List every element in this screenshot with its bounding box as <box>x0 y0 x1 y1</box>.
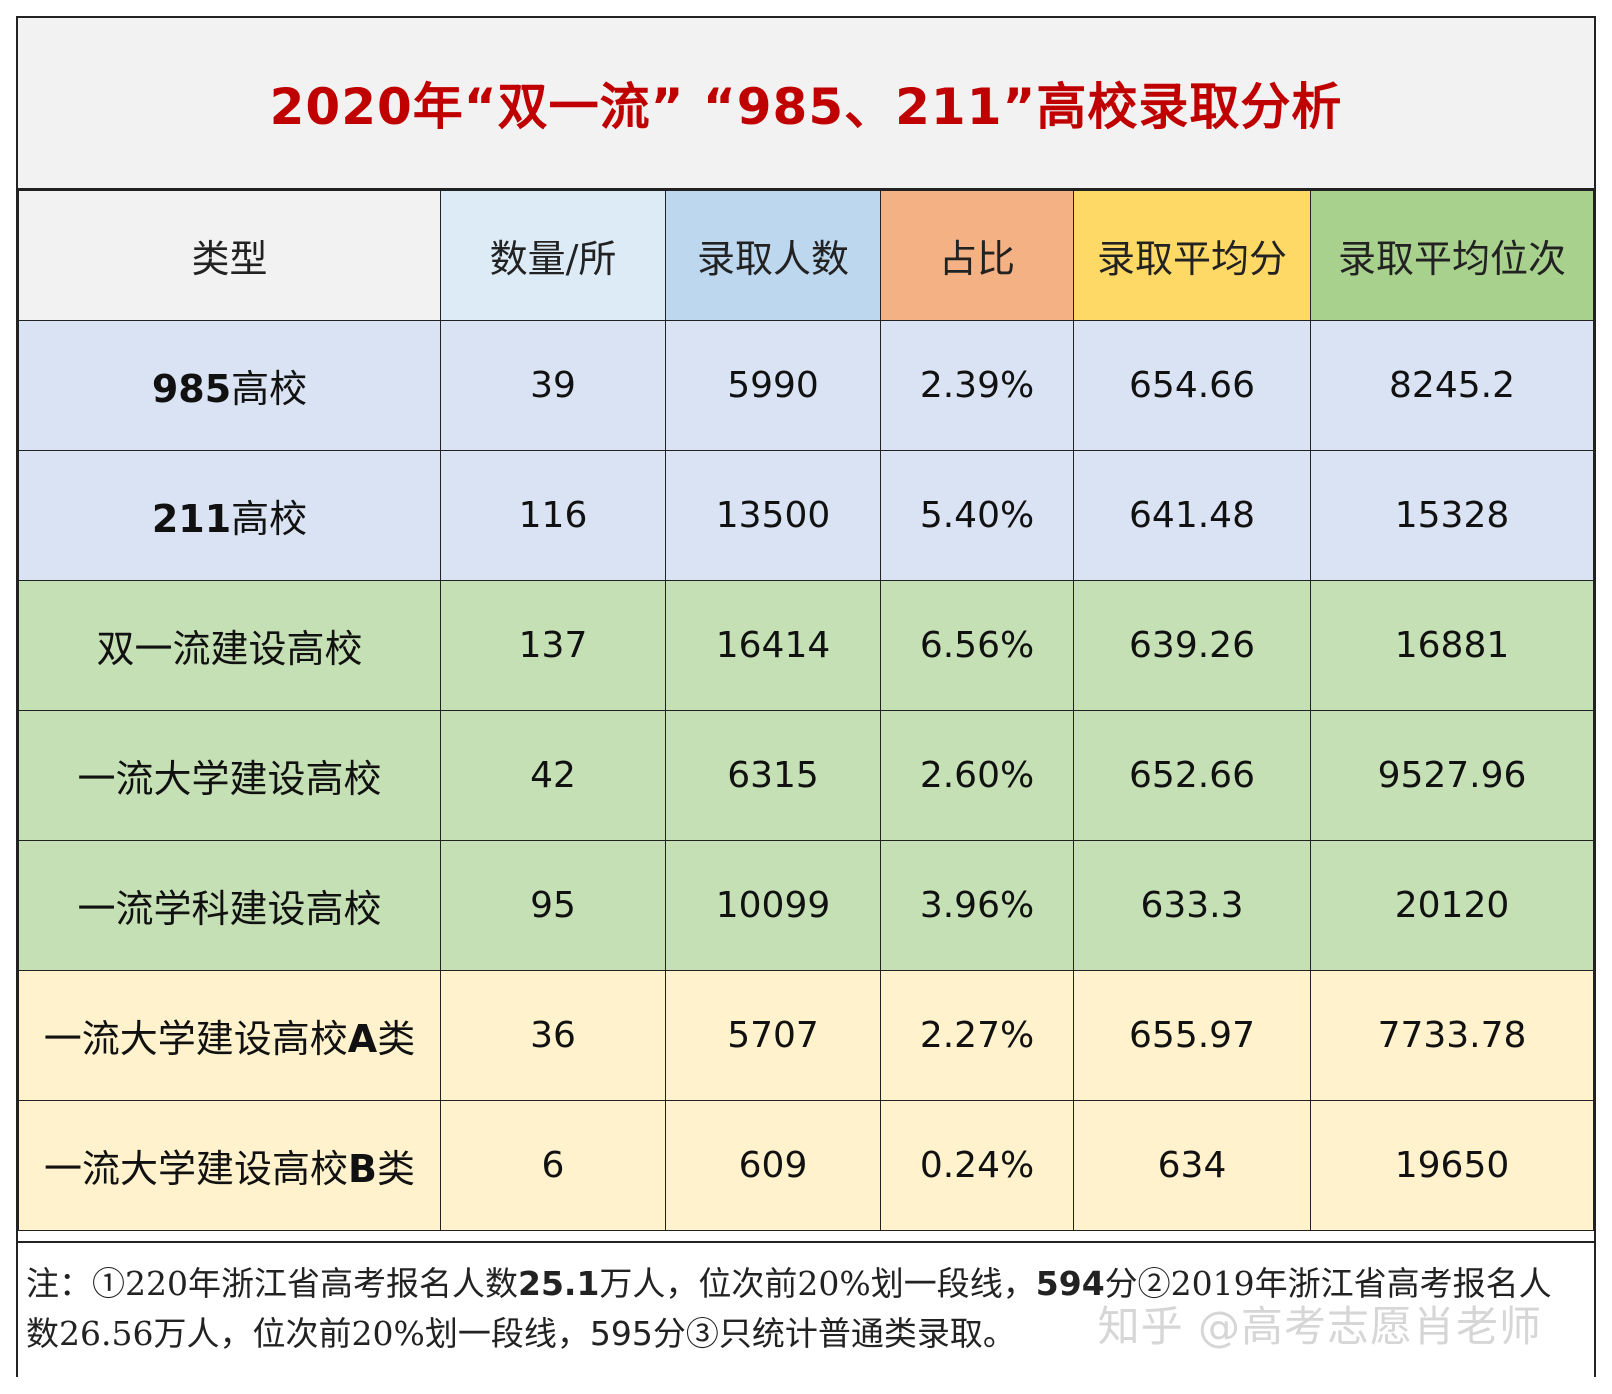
cell-avg-score: 654.66 <box>1073 320 1311 451</box>
header-count: 数量/所 <box>440 190 666 321</box>
cell-avg-rank: 9527.96 <box>1310 710 1594 841</box>
note-bold-3: 595 <box>589 1314 653 1353</box>
cell-ratio: 3.96% <box>880 840 1074 971</box>
cell-avg-rank: 15328 <box>1310 450 1594 581</box>
cell-avg-rank: 8245.2 <box>1310 320 1594 451</box>
cell-avg-score: 641.48 <box>1073 450 1311 581</box>
cell-ratio: 2.39% <box>880 320 1074 451</box>
table-row: 双一流建设高校 137 16414 6.56% 639.26 16881 <box>18 580 1594 711</box>
cell-ratio: 5.40% <box>880 450 1074 581</box>
row-type-tail: 类 <box>377 1017 416 1061</box>
cell-admitted: 10099 <box>665 840 881 971</box>
cell-avg-rank: 19650 <box>1310 1100 1594 1231</box>
cell-ratio: 2.60% <box>880 710 1074 841</box>
cell-avg-score: 652.66 <box>1073 710 1311 841</box>
cell-avg-rank: 16881 <box>1310 580 1594 711</box>
table-row: 211高校 116 13500 5.40% 641.48 15328 <box>18 450 1594 581</box>
cell-count: 36 <box>440 970 666 1101</box>
cell-avg-rank: 7733.78 <box>1310 970 1594 1101</box>
cell-admitted: 6315 <box>665 710 881 841</box>
header-ratio: 占比 <box>880 190 1074 321</box>
note-part2: 万人，位次前20%划一段线， <box>599 1264 1036 1303</box>
cell-ratio: 2.27% <box>880 970 1074 1101</box>
page-title: 2020年“双一流” “985、211”高校录取分析 <box>269 78 1343 136</box>
row-type-bold: 211 <box>151 497 232 541</box>
table-row: 985高校 39 5990 2.39% 654.66 8245.2 <box>18 320 1594 451</box>
cell-admitted: 609 <box>665 1100 881 1231</box>
row-type-text: 高校 <box>231 367 308 411</box>
cell-admitted: 5707 <box>665 970 881 1101</box>
cell-avg-score: 634 <box>1073 1100 1311 1231</box>
table-row: 一流学科建设高校 95 10099 3.96% 633.3 20120 <box>18 840 1594 971</box>
cell-avg-score: 639.26 <box>1073 580 1311 711</box>
table-row: 一流大学建设高校 42 6315 2.60% 652.66 9527.96 <box>18 710 1594 841</box>
row-type: 双一流建设高校 <box>18 580 441 711</box>
header-type: 类型 <box>18 190 441 321</box>
note-bold-1: 25.1 <box>518 1264 600 1303</box>
note-part3: 分②2019年浙江省高考报名人数26.56万人，位次前20%划一段线， <box>26 1264 1552 1353</box>
row-type-text: 一流大学建设高校 <box>43 1017 348 1061</box>
watermark: 知乎 @高考志愿肖老师 <box>1097 1302 1542 1351</box>
header-row: 类型 数量/所 录取人数 占比 录取平均分 录取平均位次 <box>18 190 1594 321</box>
row-type-text: 高校 <box>231 497 308 541</box>
header-avg-rank: 录取平均位次 <box>1310 190 1594 321</box>
row-type-text: 一流大学建设高校 <box>44 1147 349 1191</box>
row-type: 一流大学建设高校B类 <box>18 1100 441 1231</box>
row-type: 一流学科建设高校 <box>18 840 441 971</box>
header-avg-score: 录取平均分 <box>1073 190 1311 321</box>
cell-admitted: 16414 <box>665 580 881 711</box>
row-type-bold: A <box>347 1017 378 1061</box>
note-part4: 分③只统计普通类录取。 <box>652 1314 1016 1353</box>
cell-admitted: 5990 <box>665 320 881 451</box>
row-type: 一流大学建设高校 <box>18 710 441 841</box>
table-row: 一流大学建设高校A类 36 5707 2.27% 655.97 7733.78 <box>18 970 1594 1101</box>
cell-count: 137 <box>440 580 666 711</box>
header-admitted: 录取人数 <box>665 190 881 321</box>
row-type: 211高校 <box>18 450 441 581</box>
cell-count: 116 <box>440 450 666 581</box>
cell-avg-rank: 20120 <box>1310 840 1594 971</box>
row-type-bold: 985 <box>151 367 232 411</box>
cell-avg-score: 633.3 <box>1073 840 1311 971</box>
row-type: 985高校 <box>18 320 441 451</box>
title-bar: 2020年“双一流” “985、211”高校录取分析 <box>18 18 1594 190</box>
row-type-tail: 类 <box>376 1147 415 1191</box>
cell-count: 6 <box>440 1100 666 1231</box>
cell-ratio: 6.56% <box>880 580 1074 711</box>
row-type-bold: B <box>348 1147 377 1191</box>
cell-count: 95 <box>440 840 666 971</box>
table-row: 一流大学建设高校B类 6 609 0.24% 634 19650 <box>18 1100 1594 1231</box>
admission-table: 类型 数量/所 录取人数 占比 录取平均分 录取平均位次 985高校 39 59… <box>18 190 1594 1231</box>
cell-ratio: 0.24% <box>880 1100 1074 1231</box>
cell-admitted: 13500 <box>665 450 881 581</box>
cell-count: 42 <box>440 710 666 841</box>
cell-count: 39 <box>440 320 666 451</box>
footnote: 注：①220年浙江省高考报名人数25.1万人，位次前20%划一段线，594分②2… <box>18 1241 1594 1377</box>
table-frame: 2020年“双一流” “985、211”高校录取分析 类型 数量/所 录取人数 … <box>16 16 1596 1377</box>
note-bold-2: 594 <box>1035 1264 1105 1303</box>
note-part1: 注：①220年浙江省高考报名人数 <box>26 1264 518 1303</box>
cell-avg-score: 655.97 <box>1073 970 1311 1101</box>
row-type: 一流大学建设高校A类 <box>18 970 441 1101</box>
